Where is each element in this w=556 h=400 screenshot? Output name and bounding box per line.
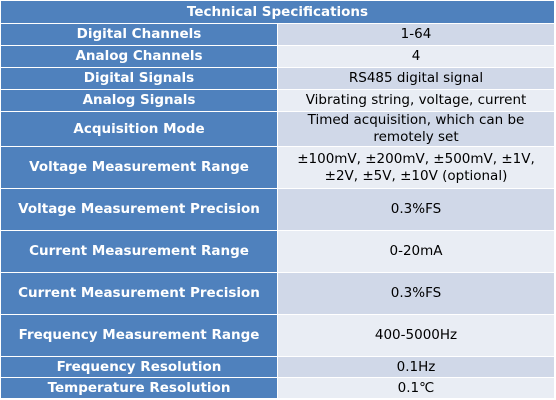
spec-value: Timed acquisition, which can be remotely… (277, 111, 555, 147)
spec-label: Analog Channels (0, 45, 278, 68)
spec-label: Frequency Resolution (0, 356, 278, 378)
spec-label: Digital Channels (0, 23, 278, 46)
spec-label: Acquisition Mode (0, 111, 278, 147)
spec-value: 0.1Hz (277, 356, 555, 378)
spec-value: 0-20mA (277, 230, 555, 273)
spec-value: 1-64 (277, 23, 555, 46)
table-row: Temperature Resolution 0.1℃ (0, 377, 555, 399)
spec-label: Temperature Resolution (0, 377, 278, 399)
spec-label: Digital Signals (0, 67, 278, 90)
spec-label: Analog Signals (0, 89, 278, 112)
table-title: Technical Specifications (0, 0, 555, 24)
table-row: Digital Signals RS485 digital signal (0, 67, 555, 90)
table-row: Digital Channels 1-64 (0, 23, 555, 46)
table-title-row: Technical Specifications (0, 0, 555, 24)
table-row: Current Measurement Range 0-20mA (0, 230, 555, 273)
table-row: Voltage Measurement Precision 0.3%FS (0, 188, 555, 231)
table-row: Current Measurement Precision 0.3%FS (0, 272, 555, 315)
spec-value: ±100mV, ±200mV, ±500mV, ±1V, ±2V, ±5V, ±… (277, 146, 555, 189)
spec-label: Current Measurement Precision (0, 272, 278, 315)
spec-label: Voltage Measurement Range (0, 146, 278, 189)
spec-value: 4 (277, 45, 555, 68)
spec-value: 400-5000Hz (277, 314, 555, 357)
spec-value: 0.1℃ (277, 377, 555, 399)
spec-label: Frequency Measurement Range (0, 314, 278, 357)
spec-label: Current Measurement Range (0, 230, 278, 273)
table-row: Voltage Measurement Range ±100mV, ±200mV… (0, 146, 555, 189)
spec-label: Voltage Measurement Precision (0, 188, 278, 231)
table-row: Analog Signals Vibrating string, voltage… (0, 89, 555, 112)
spec-value: Vibrating string, voltage, current (277, 89, 555, 112)
table-row: Frequency Resolution 0.1Hz (0, 356, 555, 378)
table-row: Analog Channels 4 (0, 45, 555, 68)
spec-value: 0.3%FS (277, 272, 555, 315)
table-row: Acquisition Mode Timed acquisition, whic… (0, 111, 555, 147)
spec-value: 0.3%FS (277, 188, 555, 231)
table-row: Frequency Measurement Range 400-5000Hz (0, 314, 555, 357)
spec-value: RS485 digital signal (277, 67, 555, 90)
